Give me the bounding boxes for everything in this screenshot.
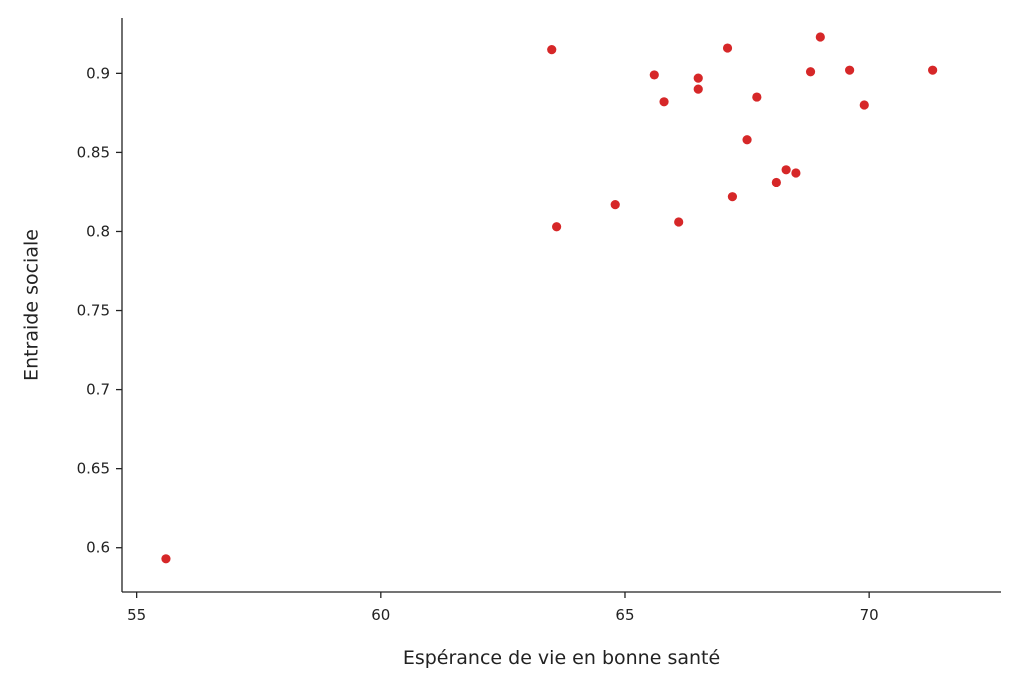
x-tick-label: 65 — [615, 606, 634, 624]
data-point — [693, 73, 703, 83]
data-points — [161, 32, 938, 564]
data-point — [610, 199, 620, 210]
data-point — [727, 192, 738, 202]
data-point — [674, 217, 684, 227]
data-point — [552, 222, 562, 232]
data-point — [752, 92, 762, 102]
data-point — [649, 70, 659, 80]
data-point — [859, 100, 869, 110]
data-point — [845, 65, 855, 75]
y-tick-label: 0.9 — [86, 64, 110, 82]
data-point — [659, 97, 669, 107]
y-tick-label: 0.75 — [77, 302, 110, 320]
y-axis-title: Entraide sociale — [21, 229, 43, 381]
data-point — [547, 45, 557, 55]
data-point — [693, 84, 703, 94]
y-tick-label: 0.6 — [86, 539, 110, 557]
y-tick-label: 0.85 — [77, 143, 110, 161]
data-point — [742, 135, 752, 145]
data-point — [791, 168, 801, 178]
y-ticks: 0.6 0.65 0.7 0.75 0.8 0.85 0.9 — [77, 64, 122, 557]
x-tick-label: 60 — [371, 606, 390, 624]
data-point — [928, 65, 938, 75]
x-tick-label: 55 — [127, 606, 146, 624]
y-tick-label: 0.8 — [86, 222, 110, 240]
data-point — [161, 554, 171, 564]
data-point — [781, 165, 791, 175]
x-ticks: 55 60 65 70 — [127, 592, 879, 624]
x-tick-label: 70 — [860, 606, 879, 624]
axes — [121, 18, 1001, 593]
y-tick-label: 0.7 — [86, 381, 110, 399]
data-point — [815, 32, 825, 42]
data-point — [722, 43, 733, 53]
x-axis-title: Espérance de vie en bonne santé — [403, 647, 720, 669]
y-tick-label: 0.65 — [77, 460, 110, 478]
data-point — [805, 67, 816, 77]
data-point — [771, 177, 781, 188]
